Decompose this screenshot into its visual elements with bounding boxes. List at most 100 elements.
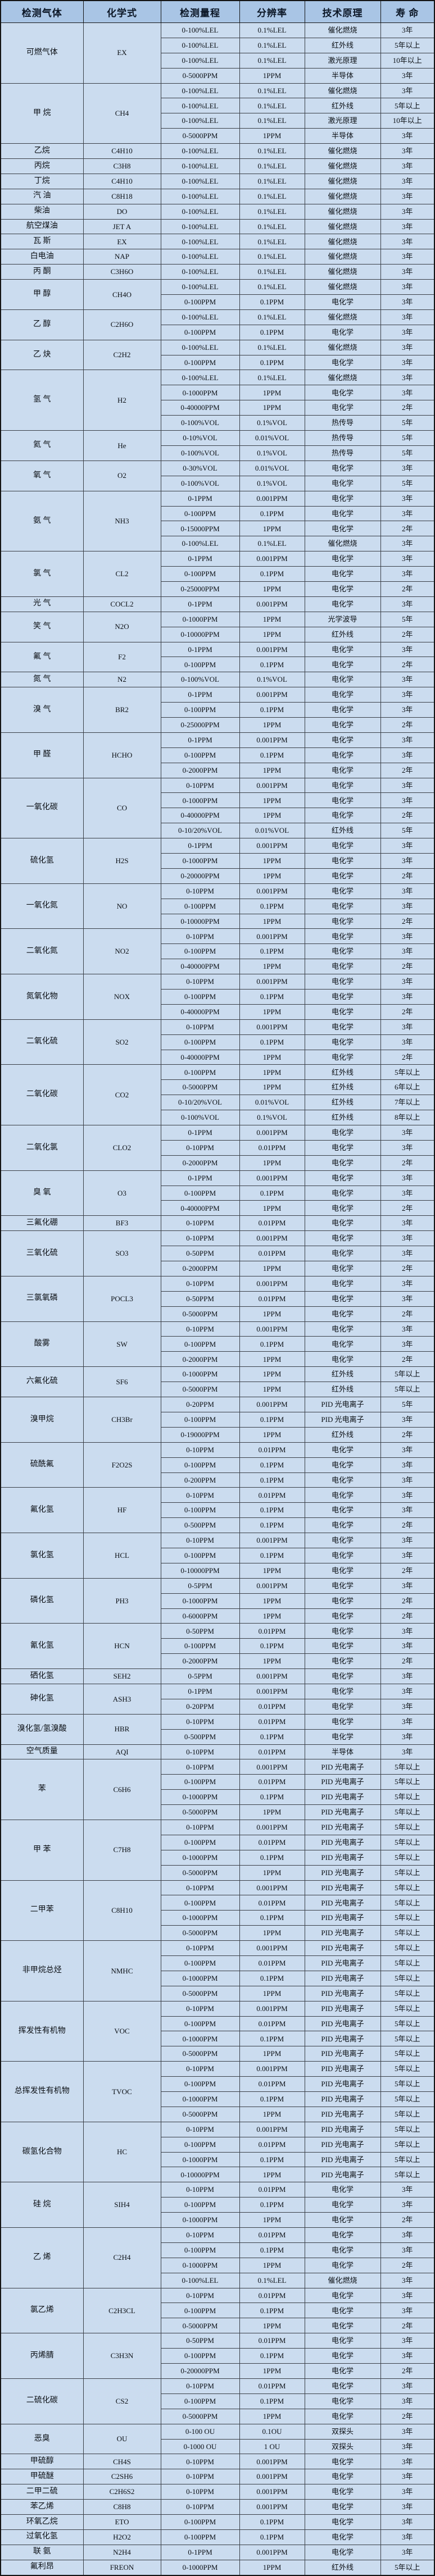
- gas-name-cell: 瓦 斯: [0, 234, 84, 250]
- resolution-cell: 0.01PPM: [239, 2378, 305, 2394]
- principle-cell: PID 光电离子: [304, 2151, 381, 2168]
- table-row: 0-100PPM 0.1PPM 电化学 3年: [1, 747, 435, 763]
- range-cell: 0-100%LEL: [160, 173, 240, 189]
- resolution-cell: 0.001PPM: [239, 1275, 305, 1292]
- table-row: 溴化氢/氢溴酸 HBR 0-10PPM 0.01PPM 电化学 3年: [0, 1713, 435, 1745]
- formula-cell: CS2: [83, 2378, 161, 2424]
- range-cell: 0-10PPM: [160, 2499, 240, 2515]
- principle-cell: 电化学: [304, 294, 381, 310]
- table-row: 0-10000PPM 1PPM PID 光电离子 5年以上: [1, 2167, 435, 2183]
- resolution-cell: 1PPM: [239, 1306, 305, 1322]
- resolution-cell: 0.1%LEL: [239, 83, 305, 99]
- principle-cell: 电化学: [304, 732, 381, 748]
- formula-cell: C2H2: [83, 339, 161, 371]
- principle-cell: 电化学: [304, 777, 381, 794]
- lifespan-cell: 3年: [380, 747, 435, 763]
- range-cell: 0-10PPM: [160, 2287, 240, 2304]
- formula-cell: H2: [83, 370, 161, 431]
- table-row: 0-1000PPM 1PPM 电化学 2年: [1, 1593, 435, 1609]
- range-cell: 0-1000PPM: [160, 385, 240, 401]
- table-row: 0-100%VOL 0.1%VOL 热传导 5年: [1, 415, 435, 431]
- lifespan-cell: 3年: [380, 2242, 435, 2258]
- range-cell: 0-100PPM: [160, 943, 240, 960]
- gas-name-cell: 硫酰氟: [0, 1442, 84, 1488]
- resolution-cell: 0.001PPM: [239, 2121, 305, 2137]
- range-cell: 0-5000PPM: [160, 1925, 240, 1941]
- resolution-cell: 1PPM: [239, 626, 305, 642]
- table-row: 0-6000PPM 1PPM 电化学 2年: [1, 1608, 435, 1624]
- resolution-cell: 1PPM: [239, 581, 305, 597]
- table-row: 0-5000PPM 1PPM 电化学 2年: [1, 2408, 435, 2424]
- lifespan-cell: 5年以上: [380, 98, 435, 114]
- table-row: 二氧化氯 CLO2 0-1PPM 0.001PPM 电化学 3年: [0, 1125, 435, 1171]
- principle-cell: PID 光电离子: [304, 1940, 381, 1956]
- range-cell: 0-100PPM: [160, 1185, 240, 1201]
- resolution-cell: 1PPM: [239, 400, 305, 416]
- range-cell: 0-100PPM: [160, 2514, 240, 2530]
- resolution-cell: 0.1PPM: [239, 2242, 305, 2258]
- principle-cell: 电化学: [304, 475, 381, 491]
- formula-cell: NO: [83, 883, 161, 929]
- range-cell: 0-100%LEL: [160, 22, 240, 38]
- lifespan-cell: 5年: [380, 445, 435, 461]
- principle-cell: PID 光电离子: [304, 1849, 381, 1866]
- lifespan-cell: 3年: [380, 1729, 435, 1745]
- resolution-cell: 0.01PPM: [239, 1215, 305, 1232]
- range-cell: 0-1000PPM: [160, 2151, 240, 2168]
- gas-name-cell: 溴甲烷: [0, 1397, 84, 1443]
- range-cell: 0-100%LEL: [160, 249, 240, 265]
- table-row: 0-100%VOL 0.1%VOL 红外线 8年以上: [1, 1110, 435, 1126]
- principle-cell: 电化学: [304, 1668, 381, 1684]
- principle-cell: 红外线: [304, 1095, 381, 1111]
- gas-name-cell: 三氯氧磷: [0, 1275, 84, 1322]
- gas-name-cell: 氯 气: [0, 551, 84, 597]
- lifespan-cell: 2年: [380, 2318, 435, 2334]
- table-row: 硒化氢 SEH2 0-5PPM 0.001PPM 电化学 3年: [0, 1668, 435, 1684]
- principle-cell: 电化学: [304, 1653, 381, 1670]
- resolution-cell: 1PPM: [239, 2363, 305, 2379]
- table-row: 0-2000PPM 1PPM 电化学 2年: [1, 1261, 435, 1276]
- formula-cell: C2H6S2: [83, 2484, 161, 2500]
- range-cell: 0-100%LEL: [160, 536, 240, 552]
- resolution-cell: 1PPM: [239, 2559, 305, 2576]
- table-row: 0-100PPM 0.1PPM 电化学 3年: [1, 354, 435, 371]
- range-cell: 0-10PPM: [160, 2454, 240, 2470]
- resolution-cell: 0.001PPM: [239, 2061, 305, 2077]
- formula-cell: C2H4: [83, 2227, 161, 2288]
- principle-cell: 催化燃烧: [304, 309, 381, 325]
- gas-name-cell: 一氧化碳: [0, 777, 84, 839]
- lifespan-cell: 3年: [380, 2287, 435, 2304]
- table-row: 丁烷 C4H10 0-100%LEL 0.1%LEL 催化燃烧 3年: [0, 173, 435, 189]
- table-row: 0-20000PPM 1PPM 电化学 2年: [1, 868, 435, 884]
- lifespan-cell: 2年: [380, 1200, 435, 1216]
- table-row: 0-2000PPM 1PPM 电化学 2年: [1, 1155, 435, 1171]
- range-cell: 0-40000PPM: [160, 1049, 240, 1065]
- principle-cell: PID 光电离子: [304, 1834, 381, 1850]
- lifespan-cell: 5年以上: [380, 2136, 435, 2153]
- resolution-cell: 0.1%VOL: [239, 415, 305, 431]
- principle-cell: 电化学: [304, 1457, 381, 1473]
- lifespan-cell: 5年以上: [380, 1382, 435, 1398]
- gas-name-cell: 氰化氢: [0, 1623, 84, 1670]
- table-row: 0-40000PPM 1PPM 电化学 2年: [1, 1004, 435, 1020]
- table-row: 甲 苯 C7H8 0-10PPM 0.001PPM PID 光电离子 5年以上: [0, 1819, 435, 1881]
- table-row: 0-1000PPM 0.1PPM PID 光电离子 5年以上: [1, 2151, 435, 2168]
- table-row: 0-100PPM 0.1PPM 电化学 3年: [1, 2348, 435, 2364]
- principle-cell: 电化学: [304, 1139, 381, 1156]
- range-cell: 0-100%LEL: [160, 264, 240, 280]
- range-cell: 0-500PPM: [160, 1729, 240, 1745]
- lifespan-cell: 5年以上: [380, 2167, 435, 2183]
- principle-cell: 电化学: [304, 762, 381, 778]
- lifespan-cell: 10年以上: [380, 52, 435, 69]
- range-cell: 0-100PPM: [160, 566, 240, 582]
- lifespan-cell: 2年: [380, 1608, 435, 1624]
- lifespan-cell: 2年: [380, 717, 435, 733]
- gas-name-cell: 过氧化氢: [0, 2529, 84, 2545]
- principle-cell: 催化燃烧: [304, 234, 381, 250]
- resolution-cell: 0.001PPM: [239, 1321, 305, 1337]
- resolution-cell: 0.1%LEL: [239, 203, 305, 220]
- formula-cell: H2O2: [83, 2529, 161, 2545]
- lifespan-cell: 5年以上: [380, 1955, 435, 1971]
- table-row: 0-50PPM 0.01PPM 电化学 3年: [1, 1246, 435, 1262]
- range-cell: 0-10000PPM: [160, 913, 240, 929]
